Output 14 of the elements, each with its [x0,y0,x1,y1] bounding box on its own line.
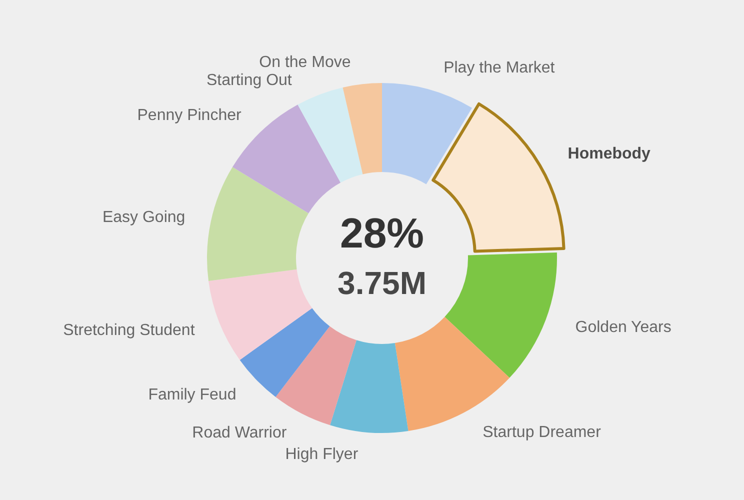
slice-label: Penny Pincher [137,107,242,124]
slice-label: Golden Years [575,319,672,336]
slice-label: On the Move [259,54,351,71]
slice-label: Stretching Student [63,322,196,340]
slice-label: Road Warrior [192,424,288,442]
slice-label: Homebody [568,146,651,163]
slice-label: Easy Going [102,208,186,226]
text: 3.75M [338,265,426,301]
slice-label: Startup Dreamer [482,424,602,441]
text: 28% [340,210,424,256]
slice-label: Family Feud [148,386,236,404]
slice-label: Play the Market [444,60,556,77]
slice-label: Starting Out [206,72,292,89]
slice-label: High Flyer [285,446,359,463]
